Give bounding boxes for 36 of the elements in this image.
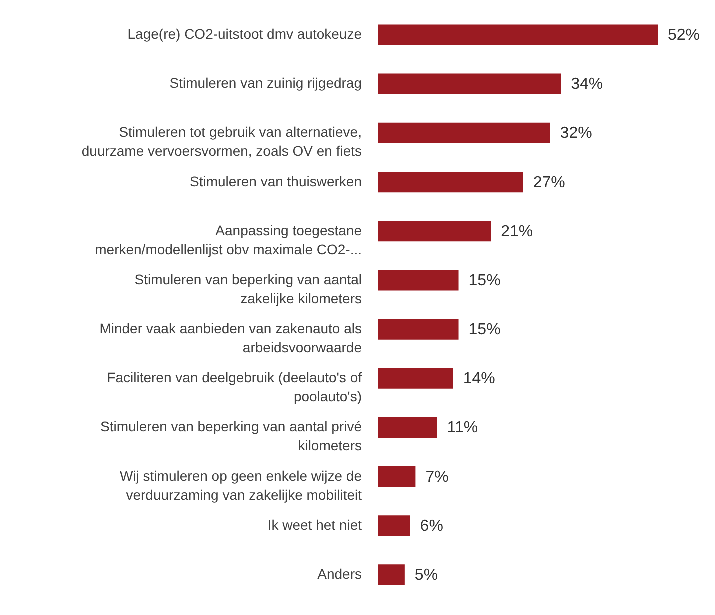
bar [378, 270, 459, 291]
y-tick-label: Stimuleren van thuiswerken [190, 173, 362, 190]
y-tick-label: Minder vaak aanbieden van zakenauto als arbeidsvoorwaarde [100, 320, 362, 356]
data-label: 34% [571, 76, 604, 94]
y-tick-label: Stimuleren van beperking van aantal privé kilometers [100, 418, 362, 454]
data-label: 6% [420, 518, 444, 535]
y-tick-label: Stimuleren van zuinig rijgedrag [170, 75, 362, 92]
bar [378, 221, 492, 242]
y-tick-label: Stimuleren van beperking van aantal zakelijke kilometers [134, 271, 362, 306]
data-label: 27% [533, 174, 566, 192]
y-tick-label: Stimuleren tot gebruik van alternatieve, duurzame vervoersvormen, zoals OV en fiets [82, 124, 362, 160]
bar [378, 74, 562, 94]
bar [378, 24, 658, 46]
bar [378, 417, 438, 438]
y-tick-label: Ik weet het niet [268, 516, 362, 533]
data-label: 32% [560, 125, 592, 142]
y-tick-label: Lage(re) CO2-uitstoot dmv autokeuze [128, 26, 362, 42]
data-label: 14% [463, 370, 496, 388]
data-label: 15% [468, 322, 501, 339]
data-label: 52% [668, 27, 700, 44]
data-label: 5% [414, 566, 438, 584]
y-tick-label: Wij stimuleren op geen enkele wijze de verduurzaming van zakelijke mobiliteit [120, 468, 362, 503]
data-label: 7% [426, 468, 449, 486]
bar [378, 466, 416, 488]
bar [378, 516, 410, 536]
y-tick-label: Faciliteren van deelgebruik (deelauto's of poolauto's) [107, 370, 362, 405]
bar [378, 172, 524, 193]
data-label: 15% [468, 272, 501, 290]
bar [378, 368, 454, 389]
y-tick-label: Anders [318, 566, 362, 582]
y-tick-label: Aanpassing toegestane merken/modellenlijst obv maximale CO2-... [95, 222, 362, 258]
bar [378, 564, 405, 586]
bar [378, 122, 550, 144]
data-label: 21% [501, 223, 534, 240]
bar [378, 319, 459, 340]
data-label: 11% [447, 420, 478, 437]
